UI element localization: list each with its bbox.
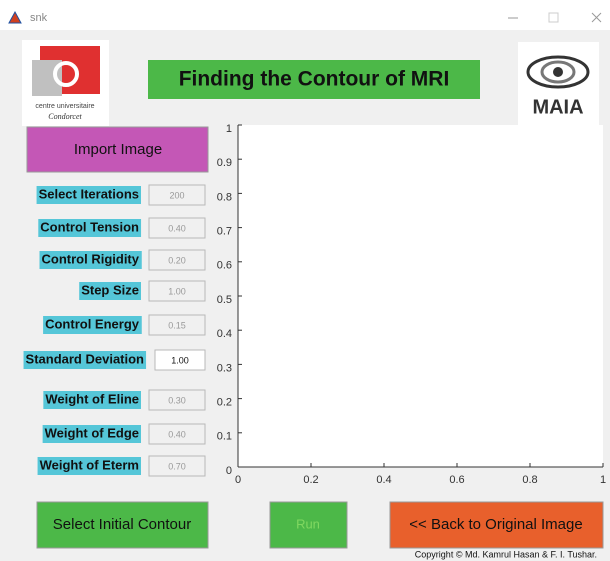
close[interactable]	[591, 12, 602, 23]
param-input[interactable]	[148, 184, 206, 206]
button-label[interactable]: << Back to Original Image	[409, 516, 582, 533]
param-label: Control Energy	[45, 316, 140, 331]
param-label: Step Size	[81, 282, 139, 297]
window-title: snk	[30, 12, 48, 24]
y-tick-label: 0.3	[217, 362, 232, 374]
y-tick-label: 0.1	[217, 431, 232, 443]
x-tick-label: 0.2	[303, 474, 318, 486]
param-input[interactable]	[148, 389, 206, 411]
param-label: Weight of Edge	[45, 425, 139, 440]
x-tick-label: 0.6	[449, 474, 464, 486]
param-label-bg	[39, 251, 142, 269]
param-input[interactable]	[154, 349, 206, 371]
y-tick-label: 0.4	[217, 328, 232, 340]
x-tick-label: 1	[600, 474, 606, 486]
y-tick-label: 0.9	[217, 157, 232, 169]
param-label-bg	[79, 282, 141, 300]
param-value[interactable]: 0.40	[168, 429, 186, 439]
y-tick-label: 0.8	[217, 191, 232, 203]
logo-text: centre universitaire	[35, 103, 94, 110]
param-input[interactable]	[148, 280, 206, 302]
param-label-bg	[38, 219, 142, 237]
logo-text: Condorcet	[48, 112, 82, 121]
param-label: Weight of Eline	[45, 391, 139, 406]
param-value[interactable]: 0.15	[168, 320, 186, 330]
y-tick-label: 0.7	[217, 226, 232, 238]
param-label-bg	[36, 186, 141, 204]
axes-area	[238, 125, 603, 467]
y-tick-label: 0.5	[217, 294, 232, 306]
title-box	[148, 60, 480, 99]
param-label: Weight of Eterm	[40, 457, 139, 472]
y-tick-label: 0	[226, 465, 232, 477]
param-input[interactable]	[148, 423, 206, 445]
app-title: Finding the Contour of MRI	[179, 68, 450, 91]
run-button[interactable]	[269, 501, 348, 549]
import-button[interactable]	[26, 126, 209, 173]
param-value[interactable]: 0.20	[168, 255, 186, 265]
logo-text: MAIA	[532, 96, 583, 118]
param-label: Select Iterations	[39, 186, 139, 201]
x-tick-label: 0.4	[376, 474, 391, 486]
param-label-bg	[23, 351, 147, 369]
param-label-bg	[42, 425, 141, 443]
param-value[interactable]: 200	[169, 190, 184, 200]
logo-mark	[540, 60, 576, 84]
select-contour-button[interactable]	[36, 501, 209, 549]
maximize[interactable]	[548, 12, 559, 23]
param-label: Control Rigidity	[42, 251, 140, 266]
param-value[interactable]: 0.30	[168, 395, 186, 405]
param-label-bg	[37, 457, 141, 475]
title-bar	[0, 0, 610, 30]
copyright: Copyright © Md. Kamrul Hasan & F. I. Tus…	[415, 549, 597, 559]
button-label[interactable]: Run	[296, 516, 320, 531]
param-value[interactable]: 1.00	[168, 286, 186, 296]
param-input[interactable]	[148, 217, 206, 239]
param-value[interactable]: 1.00	[171, 355, 189, 365]
x-tick-label: 0	[235, 474, 241, 486]
param-input[interactable]	[148, 314, 206, 336]
param-label: Standard Deviation	[26, 351, 145, 366]
button-label[interactable]: Import Image	[74, 141, 162, 158]
param-value[interactable]: 0.70	[168, 461, 186, 471]
x-tick-label: 0.8	[522, 474, 537, 486]
app-icon	[8, 10, 22, 24]
param-label-bg	[43, 316, 142, 334]
param-label-bg	[43, 391, 141, 409]
param-label: Control Tension	[40, 219, 139, 234]
y-tick-label: 0.6	[217, 260, 232, 272]
param-input[interactable]	[148, 455, 206, 477]
y-tick-label: 1	[226, 123, 232, 135]
back-button[interactable]	[389, 501, 604, 549]
y-tick-label: 0.2	[217, 397, 232, 409]
logo-mark	[53, 61, 79, 87]
param-input[interactable]	[148, 249, 206, 271]
logo-mark	[526, 55, 590, 89]
button-label[interactable]: Select Initial Contour	[53, 516, 191, 533]
param-value[interactable]: 0.40	[168, 223, 186, 233]
logo-mark	[553, 67, 563, 77]
